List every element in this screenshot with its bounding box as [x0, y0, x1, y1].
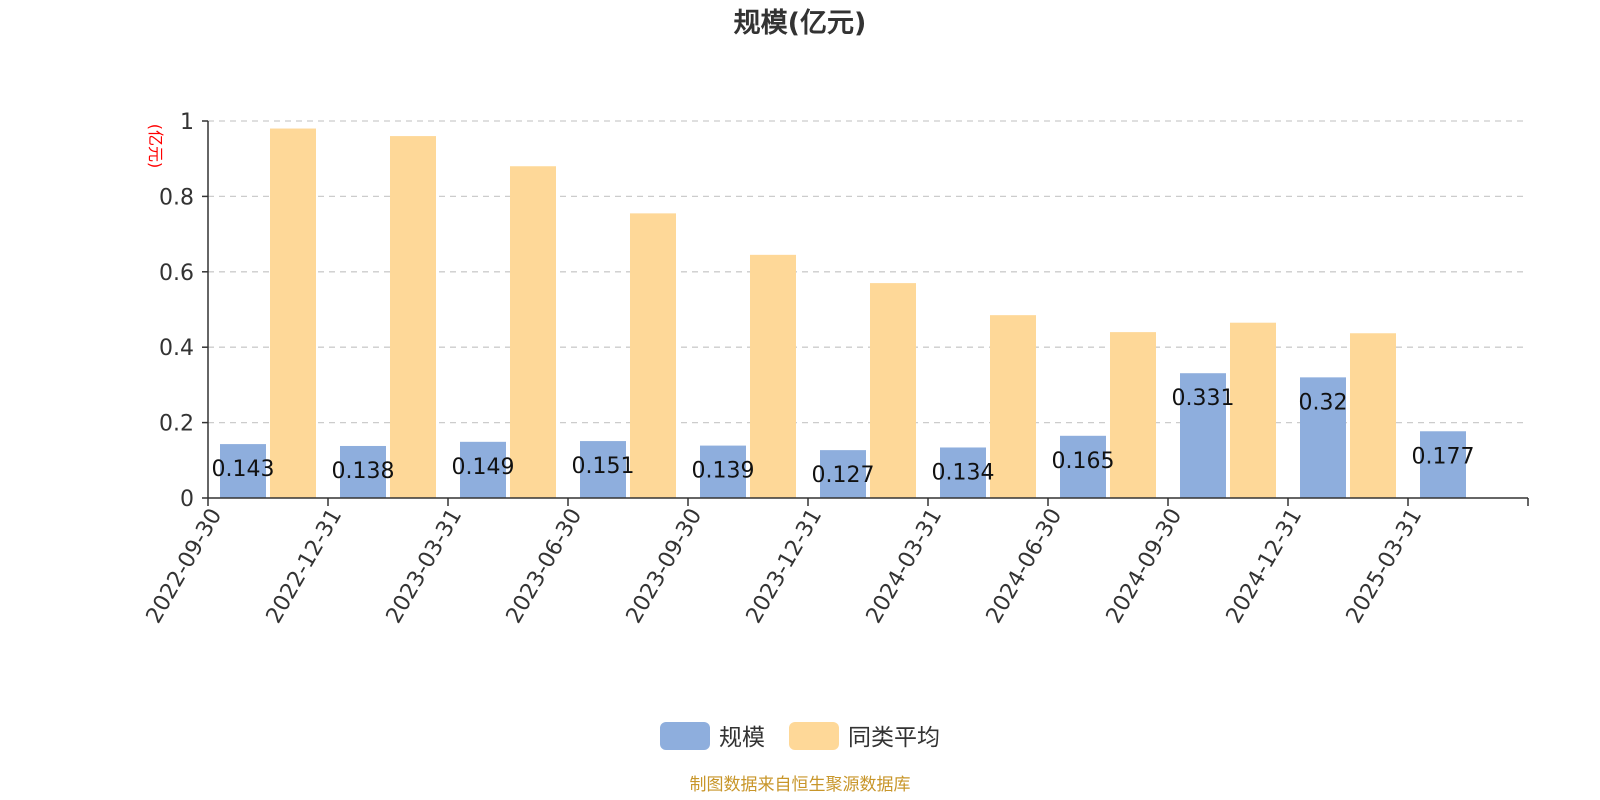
bar-scale-2023-12-31	[820, 450, 866, 498]
bar-scale-2023-06-30	[580, 441, 626, 498]
y-tick-label: 0.4	[159, 336, 194, 361]
bar-scale-2025-03-31	[1420, 431, 1466, 498]
x-tick-label: 2024-09-30	[1102, 505, 1188, 628]
legend-swatch-1	[789, 722, 839, 750]
data-label-2025-03-31: 0.177	[1412, 444, 1475, 469]
bar-scale-2024-06-30	[1060, 435, 1106, 498]
data-label-2023-12-31: 0.127	[812, 463, 875, 488]
bar-scale-2024-12-31	[1300, 377, 1346, 498]
y-tick-label: 0.2	[159, 412, 194, 437]
data-label-2023-03-31: 0.149	[452, 455, 515, 480]
bar-scale-2024-09-30	[1180, 373, 1226, 498]
data-label-2024-03-31: 0.134	[932, 460, 995, 485]
bar-scale-2023-03-31	[460, 441, 506, 498]
bar-peer-average-2024-06-30	[1110, 332, 1156, 498]
x-tick-label: 2023-03-31	[382, 505, 468, 628]
legend-label-1: 同类平均	[848, 725, 940, 751]
bar-peer-average-2024-09-30	[1230, 322, 1276, 498]
bar-peer-average-2022-09-30	[270, 128, 316, 499]
x-tick-label: 2024-06-30	[982, 505, 1068, 628]
x-tick-label: 2024-12-31	[1222, 505, 1308, 628]
x-tick-label: 2023-09-30	[622, 505, 708, 628]
bar-peer-average-2024-12-31	[1350, 333, 1396, 498]
x-tick-label: 2023-12-31	[742, 505, 828, 628]
bar-peer-average-2024-03-31	[990, 315, 1036, 498]
data-label-2023-06-30: 0.151	[572, 454, 635, 479]
bar-scale-2022-09-30	[220, 444, 266, 498]
x-tick-label: 2024-03-31	[862, 505, 948, 628]
x-axis: 2022-09-30 2022-12-31 2023-03-31 2023-06-30…	[142, 497, 1529, 628]
bar-scale-2022-12-31	[340, 445, 386, 498]
data-label-2024-12-31: 0.32	[1299, 390, 1348, 415]
data-label-2024-06-30: 0.165	[1052, 449, 1115, 474]
bar-peer-average-2022-12-31	[390, 136, 436, 498]
data-label-2022-09-30: 0.143	[212, 457, 275, 482]
bar-peer-average-2023-03-31	[510, 166, 556, 499]
x-tick-label: 2022-09-30	[142, 505, 228, 628]
bar-scale-2023-09-30	[700, 445, 746, 498]
x-tick-label: 2022-12-31	[262, 505, 348, 628]
data-label-2022-12-31: 0.138	[332, 459, 395, 484]
chart-title: 规模(亿元)	[734, 8, 867, 39]
bar-peer-average-2023-09-30	[750, 254, 796, 498]
y-tick-label: 1	[180, 110, 194, 135]
y-axis: 0 0.2 0.4 0.6 0.8 1	[159, 110, 209, 512]
bars	[220, 128, 1466, 499]
x-tick-label: 2023-06-30	[502, 505, 588, 628]
data-label-2023-09-30: 0.139	[692, 459, 755, 484]
source-note: 制图数据来自恒生聚源数据库	[690, 775, 911, 795]
data-labels: 0.143 0.138 0.149 0.151 0.139 0.127 0.134 0.165…	[212, 386, 1475, 488]
y-tick-label: 0.8	[159, 185, 194, 210]
legend: 规模 同类平均	[660, 722, 940, 751]
bar-peer-average-2023-12-31	[870, 283, 916, 498]
y-tick-label: 0	[180, 487, 194, 512]
bar-peer-average-2023-06-30	[630, 213, 676, 499]
legend-label-0: 规模	[719, 725, 765, 751]
bar-scale-2024-03-31	[940, 447, 986, 498]
y-axis-unit-label: (亿元)	[146, 124, 165, 169]
x-tick-label: 2025-03-31	[1342, 505, 1428, 628]
y-tick-label: 0.6	[159, 261, 194, 286]
legend-swatch-0	[660, 722, 710, 750]
data-label-2024-09-30: 0.331	[1172, 386, 1235, 411]
